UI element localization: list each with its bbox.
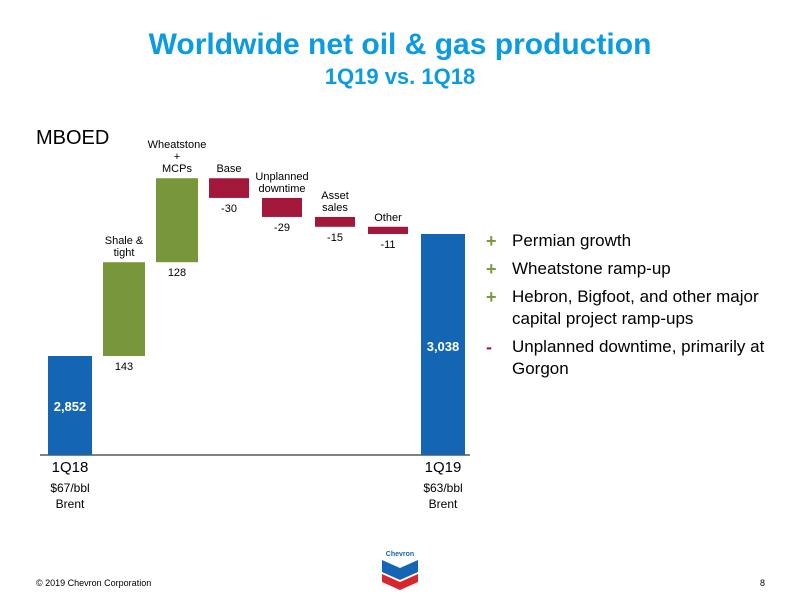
bar-value-label: -29 <box>274 222 290 234</box>
bar-category-label: MCPs <box>162 163 192 175</box>
chevron-logo-icon: Chevron <box>382 551 418 590</box>
x-sub-label: Brent <box>56 497 85 511</box>
x-sub-label: $67/bbl <box>50 481 89 495</box>
bar-category-label: Asset <box>321 190 349 202</box>
bar-value-label: 128 <box>168 267 186 279</box>
bar-0 <box>48 356 92 455</box>
footer-copyright: © 2019 Chevron Corporation <box>36 578 152 588</box>
bar-category-label: Unplanned <box>255 171 308 183</box>
bar-category-label: + <box>174 151 180 163</box>
page-number: 8 <box>760 578 766 588</box>
bar-category-label: Other <box>374 212 402 224</box>
x-tick-label: 1Q19 <box>425 459 462 476</box>
bar-category-label: sales <box>322 202 348 214</box>
bar-3 <box>209 178 249 198</box>
bar-2 <box>156 178 198 263</box>
bar-category-label: tight <box>114 247 135 259</box>
x-sub-label: $63/bbl <box>423 481 462 495</box>
bar-6 <box>368 226 408 234</box>
bullet-text: Wheatstone ramp-up <box>512 259 671 278</box>
bar-value-label: -11 <box>380 239 395 251</box>
bar-category-label: Wheatstone <box>148 139 207 151</box>
plus-icon: + <box>486 287 497 307</box>
bullet-list: + Permian growth + Wheatstone ramp-up + Heb… <box>484 230 784 386</box>
bar-5 <box>315 216 355 227</box>
bar-1 <box>103 262 145 356</box>
bar-value-label: 3,038 <box>427 339 460 354</box>
bar-category-label: Shale & <box>105 235 144 247</box>
unit-label: MBOED <box>36 127 110 149</box>
bullet-item: + Hebron, Bigfoot, and other major capita… <box>484 286 784 330</box>
bar-value-label: 2,852 <box>54 399 87 414</box>
bar-4 <box>262 197 302 217</box>
logo-text: Chevron <box>386 551 414 558</box>
bar-7 <box>421 234 465 455</box>
bar-value-label: -15 <box>327 232 343 244</box>
plus-icon: + <box>486 259 497 279</box>
slide-title: Worldwide net oil & gas production <box>148 28 652 61</box>
bar-category-label: downtime <box>258 183 305 195</box>
plus-icon: + <box>486 231 497 251</box>
bar-value-label: -30 <box>221 203 237 215</box>
bullet-text: Unplanned downtime, primarily at Gorgon <box>512 337 765 378</box>
x-sub-label: Brent <box>429 497 458 511</box>
bullet-text: Permian growth <box>512 231 632 250</box>
bar-value-label: 143 <box>115 361 133 373</box>
bar-category-label: Base <box>216 163 241 175</box>
bullet-text: Hebron, Bigfoot, and other major capital… <box>512 287 759 328</box>
bullet-item: - Unplanned downtime, primarily at Gorgon <box>484 336 784 380</box>
x-tick-label: 1Q18 <box>52 459 89 476</box>
slide-subtitle: 1Q19 vs. 1Q18 <box>324 64 476 89</box>
bullet-item: + Permian growth <box>484 230 784 252</box>
bullet-item: + Wheatstone ramp-up <box>484 258 784 280</box>
minus-icon: - <box>486 337 492 357</box>
